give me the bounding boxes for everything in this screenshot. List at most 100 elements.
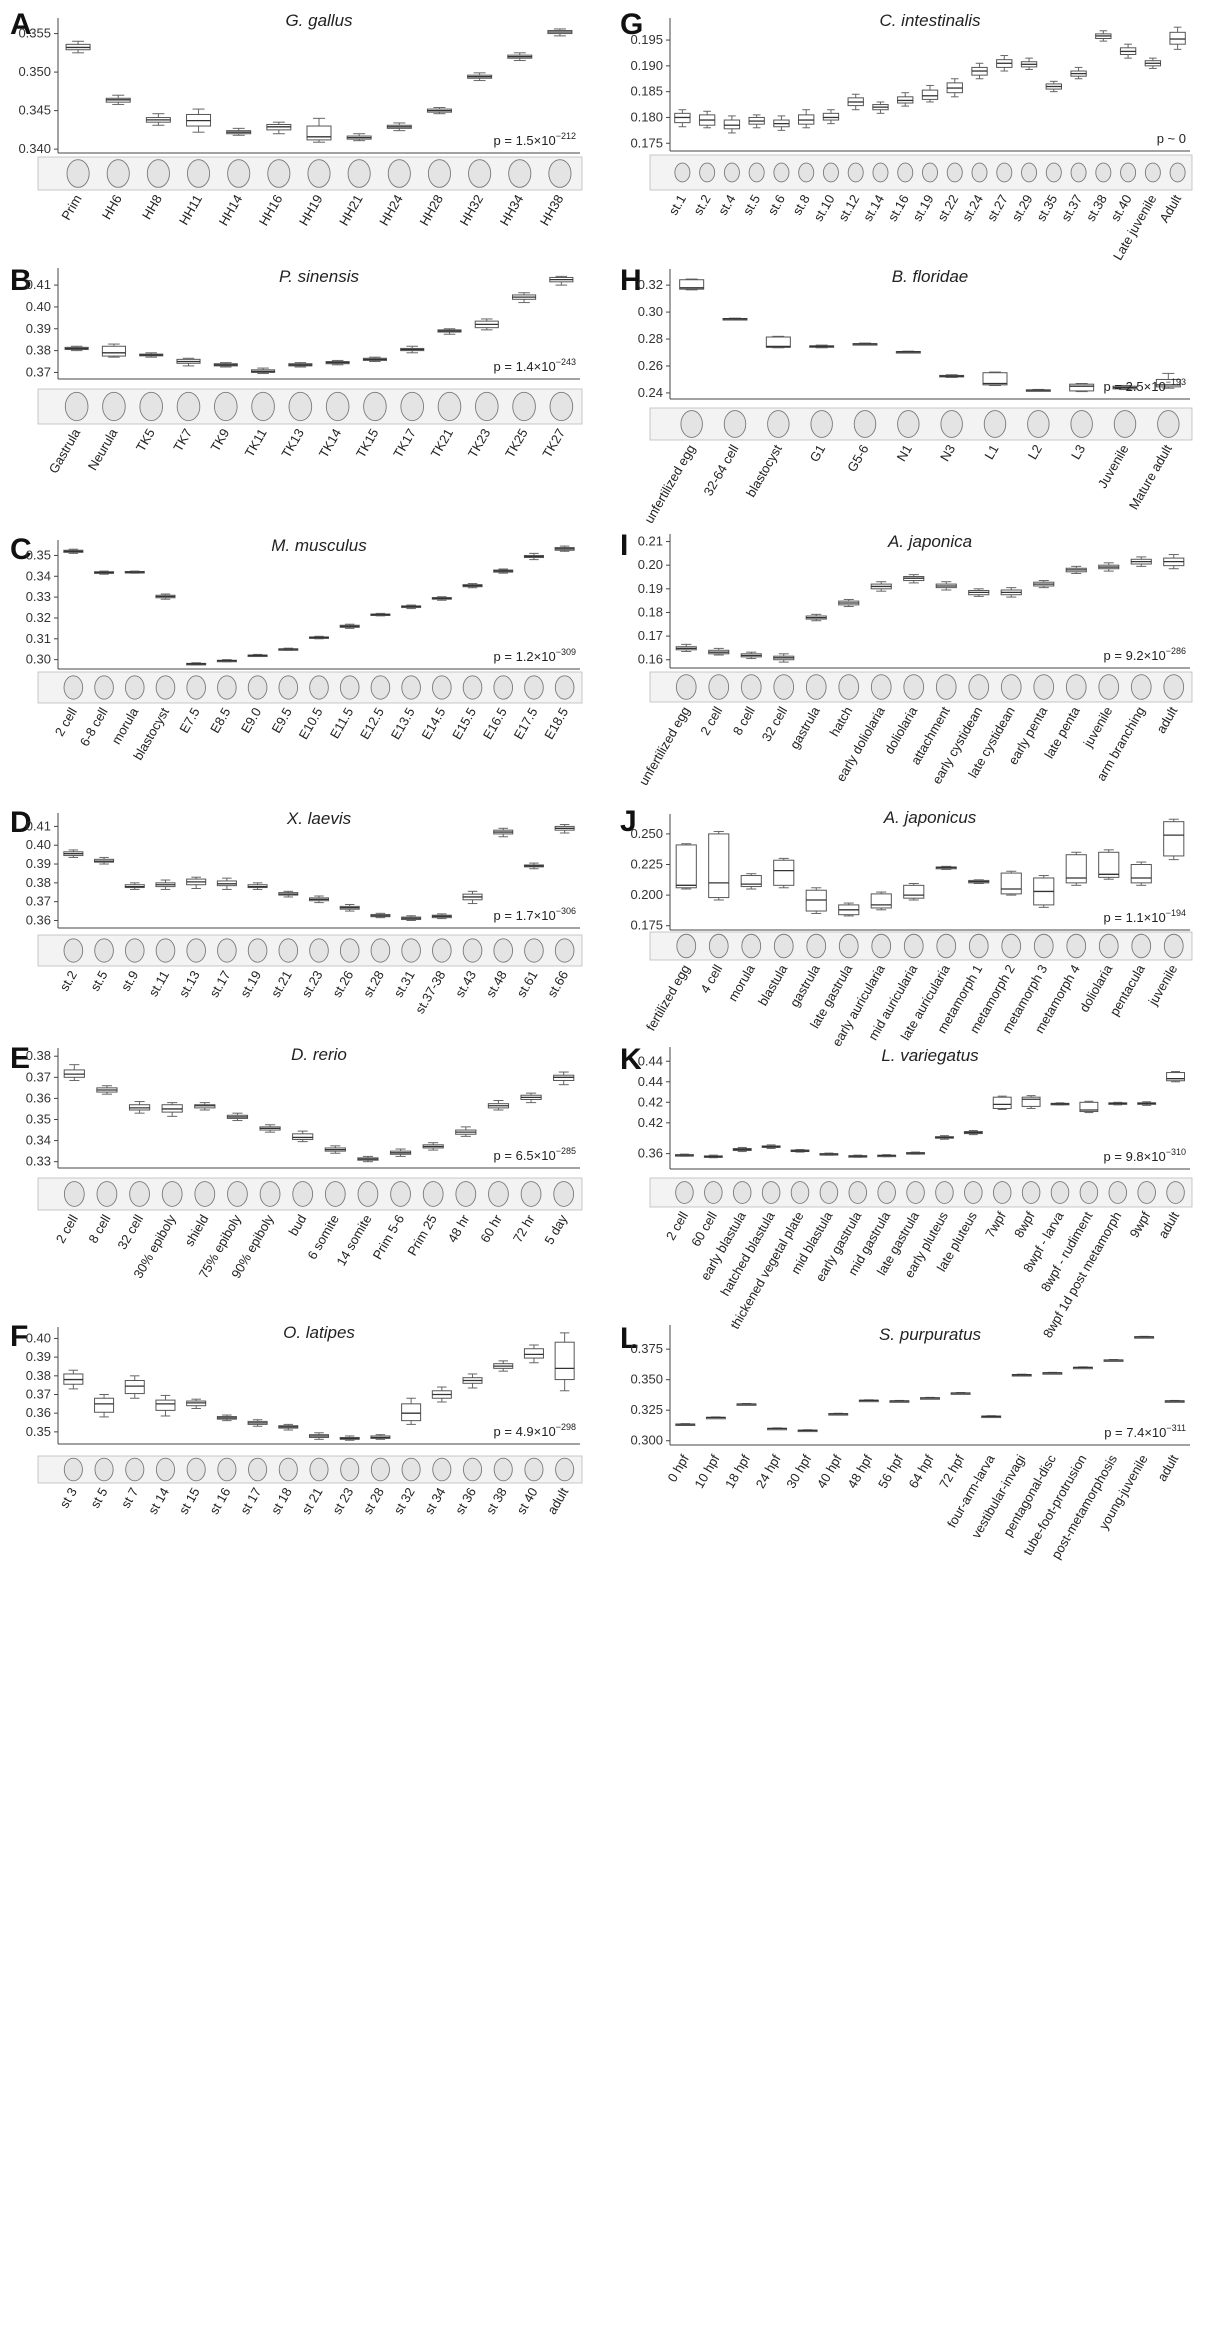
embryo-image — [1131, 933, 1152, 959]
box-iqr — [1130, 864, 1152, 884]
box-9 — [308, 1432, 330, 1440]
panel-i: I A. japonica 0.16 0.17 0.18 0.19 0.20 0.21 p = … — [620, 529, 1193, 788]
box-9 — [308, 635, 330, 640]
box-5 — [226, 127, 252, 136]
panel-label: E — [10, 1042, 30, 1075]
category-label: 2 cell — [663, 1209, 691, 1243]
y-tick-label: 0.37 — [26, 894, 51, 909]
embryo-image — [186, 938, 206, 963]
embryo-image — [723, 162, 740, 183]
embryo-image — [278, 938, 299, 963]
embryo-image — [877, 1181, 896, 1204]
embryo-image — [493, 938, 514, 963]
box-7 — [247, 653, 268, 658]
box-11 — [370, 612, 391, 617]
box-14 — [487, 1100, 510, 1111]
embryo-image — [146, 159, 170, 188]
category-label: st 16 — [206, 1485, 233, 1517]
box-6 — [216, 1414, 237, 1422]
y-tick-label: 0.34 — [26, 568, 51, 583]
panel-j: J A. japonicus 0.175 0.200 0.225 0.250 p = 1.1… — [620, 805, 1193, 1049]
y-tick-label: 0.300 — [630, 1433, 663, 1448]
box-iqr — [1000, 872, 1022, 895]
p-value: p = 1.7×10−306 — [494, 906, 576, 923]
category-label: st.35 — [1033, 192, 1060, 224]
y-tick-label: 0.37 — [26, 1387, 51, 1402]
box-8 — [982, 371, 1008, 387]
box-14 — [1072, 1366, 1093, 1370]
box-10 — [1069, 383, 1095, 393]
panel-label: D — [10, 806, 32, 839]
category-label: N3 — [937, 442, 958, 464]
box-15 — [493, 568, 514, 574]
embryo-image — [432, 1457, 452, 1482]
box-5 — [186, 662, 207, 666]
box-5 — [805, 887, 827, 914]
box-1 — [679, 278, 705, 291]
category-label: st.14 — [860, 192, 887, 224]
y-tick-label: 0.39 — [26, 1349, 51, 1364]
category-label: 0 hpf — [664, 1452, 692, 1485]
box-12 — [401, 604, 422, 610]
embryo-image — [463, 1457, 483, 1482]
box-9 — [308, 895, 330, 904]
y-tick-label: 0.44 — [638, 1074, 663, 1089]
panel-title: X. laevis — [286, 809, 352, 828]
panel-title: O. latipes — [283, 1323, 355, 1342]
embryo-image — [1098, 674, 1120, 700]
category-label: st 21 — [299, 1485, 326, 1517]
embryo-image — [773, 674, 795, 700]
embryo-image — [708, 674, 730, 700]
category-label: st 15 — [176, 1485, 203, 1517]
box-iqr — [401, 1403, 422, 1422]
embryo-image — [309, 675, 329, 700]
panel-label: K — [620, 1043, 642, 1076]
box-6 — [226, 1112, 249, 1122]
category-label: st.23 — [299, 968, 326, 1000]
embryo-image — [1045, 162, 1062, 183]
embryo-image — [1021, 1181, 1041, 1204]
embryo-image — [370, 675, 391, 700]
category-label: L3 — [1068, 442, 1088, 462]
category-label: L2 — [1025, 442, 1045, 462]
category-label: TK17 — [390, 426, 419, 460]
p-value: p = 1.1×10−194 — [1104, 908, 1186, 925]
category-label: 18 hpf — [722, 1452, 753, 1491]
box-17 — [554, 1332, 575, 1392]
category-label: st.19 — [237, 968, 264, 1000]
category-label: st.31 — [391, 968, 418, 1000]
box-12 — [1011, 1373, 1032, 1377]
category-label: gastrula — [787, 961, 823, 1009]
embryo-image — [1169, 162, 1186, 183]
category-label: st.2 — [690, 192, 713, 218]
box-13 — [1065, 851, 1087, 886]
box-10 — [897, 92, 914, 107]
y-tick-label: 0.41 — [26, 818, 51, 833]
y-tick-label: 0.41 — [26, 277, 51, 292]
box-3 — [124, 570, 145, 574]
box-5 — [852, 342, 878, 346]
embryo-image — [217, 1457, 237, 1482]
embryo-image — [248, 1457, 268, 1482]
box-3 — [145, 113, 171, 126]
category-label: st 23 — [329, 1485, 356, 1517]
embryo-image — [936, 933, 957, 959]
box-7 — [848, 1154, 868, 1158]
y-tick-label: 0.175 — [630, 918, 663, 933]
category-label: st.11 — [145, 968, 172, 999]
embryo-image — [853, 410, 877, 438]
category-label: Neurula — [85, 425, 121, 473]
embryo-image — [63, 1181, 85, 1207]
category-label: st.9 — [118, 968, 141, 994]
category-label: HH19 — [296, 192, 326, 228]
embryo-image — [1065, 674, 1087, 700]
embryo-image — [324, 1181, 346, 1207]
box-3 — [128, 1101, 151, 1114]
box-5 — [805, 613, 827, 622]
embryo-image — [903, 933, 924, 959]
category-label: E16.5 — [480, 705, 510, 742]
category-label: 48 hpf — [844, 1452, 875, 1491]
box-17 — [554, 545, 575, 552]
box-1 — [675, 643, 697, 652]
category-label: Prim — [58, 192, 84, 223]
